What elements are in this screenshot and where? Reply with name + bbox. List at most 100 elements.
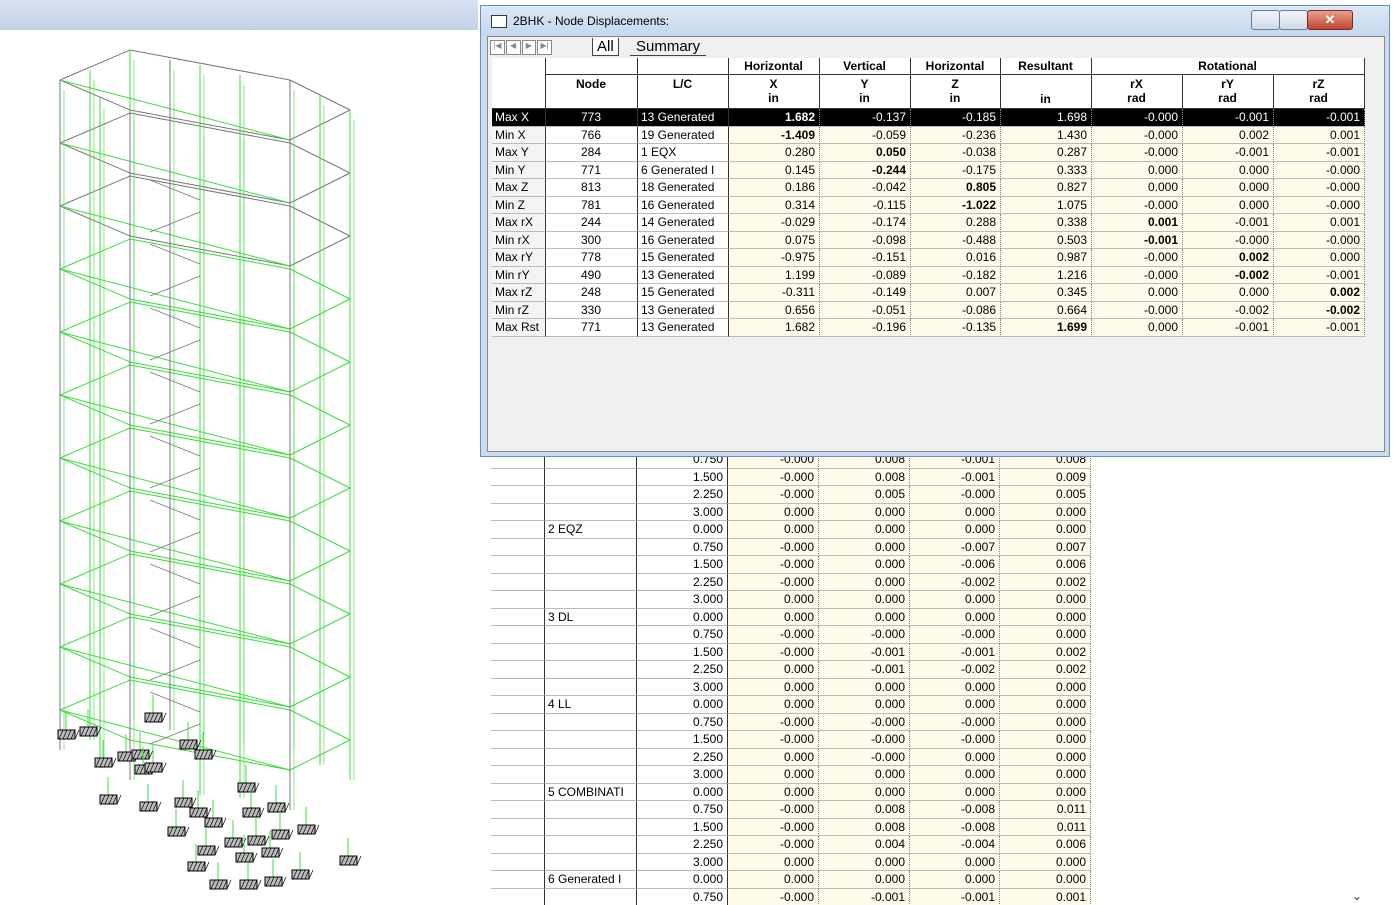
tab[interactable]: Summary xyxy=(630,38,707,56)
member xyxy=(161,762,167,773)
value-cell: -0.000 xyxy=(728,801,819,819)
member xyxy=(144,749,150,760)
row-label: Min Y xyxy=(492,161,546,179)
member xyxy=(59,142,131,174)
member xyxy=(172,826,178,837)
distance: 0.000 xyxy=(637,783,728,801)
value-cell: 0.314 xyxy=(729,196,820,214)
member xyxy=(129,175,291,207)
value-cell: -0.001 xyxy=(819,643,910,661)
member xyxy=(74,729,80,740)
member xyxy=(59,520,131,552)
member xyxy=(59,238,131,270)
member xyxy=(80,726,86,737)
value-cell: 0.186 xyxy=(729,179,820,197)
group-header: Horizontal xyxy=(911,58,1001,75)
column-label: rZ xyxy=(1312,77,1325,91)
node: 781 xyxy=(546,196,638,214)
member xyxy=(129,427,291,459)
support xyxy=(235,852,254,863)
distance: 3.000 xyxy=(637,853,728,871)
value-cell: -0.002 xyxy=(1274,301,1365,319)
value-cell: 0.000 xyxy=(819,766,910,784)
value-cell: -0.174 xyxy=(820,214,911,232)
load-case xyxy=(545,748,637,766)
member xyxy=(300,869,306,880)
distance: 2.250 xyxy=(637,573,728,591)
nav-first[interactable]: |◀ xyxy=(490,40,505,55)
support xyxy=(239,879,258,890)
load-case xyxy=(545,888,637,905)
member xyxy=(129,676,291,708)
value-cell: -0.000 xyxy=(728,573,819,591)
column-header: Node xyxy=(546,75,638,109)
member xyxy=(96,726,102,737)
results-window[interactable]: 2BHK - Node Displacements: ✕ |◀ ◀ ▶ ▶| A… xyxy=(480,5,1390,457)
maximize-button[interactable] xyxy=(1279,10,1308,30)
member xyxy=(248,835,254,846)
value-cell: -0.038 xyxy=(911,144,1001,162)
row-blank xyxy=(491,783,545,801)
nav-next[interactable]: ▶ xyxy=(521,40,537,55)
member xyxy=(196,739,202,750)
member xyxy=(268,802,274,813)
value-cell: -0.000 xyxy=(1183,231,1274,249)
structure-view[interactable] xyxy=(0,30,478,905)
value-cell: 0.000 xyxy=(819,853,910,871)
load-case xyxy=(545,731,637,749)
value-cell: -0.000 xyxy=(728,468,819,486)
value-cell: 0.000 xyxy=(910,521,1000,539)
load-case: 2 EQZ xyxy=(545,521,637,539)
support xyxy=(94,757,113,768)
member xyxy=(196,861,202,872)
value-cell: 0.001 xyxy=(1274,214,1365,232)
tab[interactable]: All xyxy=(592,38,619,56)
minimize-button[interactable] xyxy=(1251,10,1280,30)
value-cell: -0.151 xyxy=(820,249,911,267)
member xyxy=(122,751,128,762)
value-cell: 0.000 xyxy=(1092,179,1183,197)
value-cell: 0.656 xyxy=(729,301,820,319)
support xyxy=(174,797,193,808)
distance: 1.500 xyxy=(637,643,728,661)
node: 284 xyxy=(546,144,638,162)
value-cell: 0.016 xyxy=(911,249,1001,267)
value-cell: -0.001 xyxy=(1183,214,1274,232)
member xyxy=(221,817,227,828)
member xyxy=(188,739,194,750)
member xyxy=(129,679,291,711)
member xyxy=(250,782,256,793)
member xyxy=(129,550,291,582)
member xyxy=(132,749,138,760)
close-button[interactable]: ✕ xyxy=(1307,10,1353,30)
value-cell: 0.000 xyxy=(728,521,819,539)
node: 300 xyxy=(546,231,638,249)
column-label: rY xyxy=(1221,77,1234,91)
nav-prev[interactable]: ◀ xyxy=(505,40,521,55)
member xyxy=(118,751,124,762)
support xyxy=(297,824,316,835)
support xyxy=(209,879,228,890)
support xyxy=(271,829,290,840)
value-cell: -0.244 xyxy=(820,161,911,179)
column-label: Y xyxy=(860,77,869,91)
member xyxy=(111,757,117,768)
distance: 2.250 xyxy=(637,836,728,854)
member xyxy=(252,835,258,846)
value-cell: 0.000 xyxy=(728,783,819,801)
scroll-down[interactable]: ⌄ xyxy=(1352,889,1363,903)
distance: 2.250 xyxy=(637,661,728,679)
value-cell: -0.236 xyxy=(911,126,1001,144)
row-label: Max Y xyxy=(492,144,546,162)
value-cell: -0.185 xyxy=(911,109,1001,127)
support xyxy=(144,762,163,773)
value-cell: -0.000 xyxy=(1092,144,1183,162)
nav-last[interactable]: ▶| xyxy=(537,40,552,55)
member xyxy=(184,739,190,750)
member xyxy=(248,852,254,863)
member xyxy=(149,531,201,553)
value-cell: 0.000 xyxy=(1274,249,1365,267)
row-blank xyxy=(491,713,545,731)
member xyxy=(240,852,246,863)
column-unit: in xyxy=(859,91,870,105)
